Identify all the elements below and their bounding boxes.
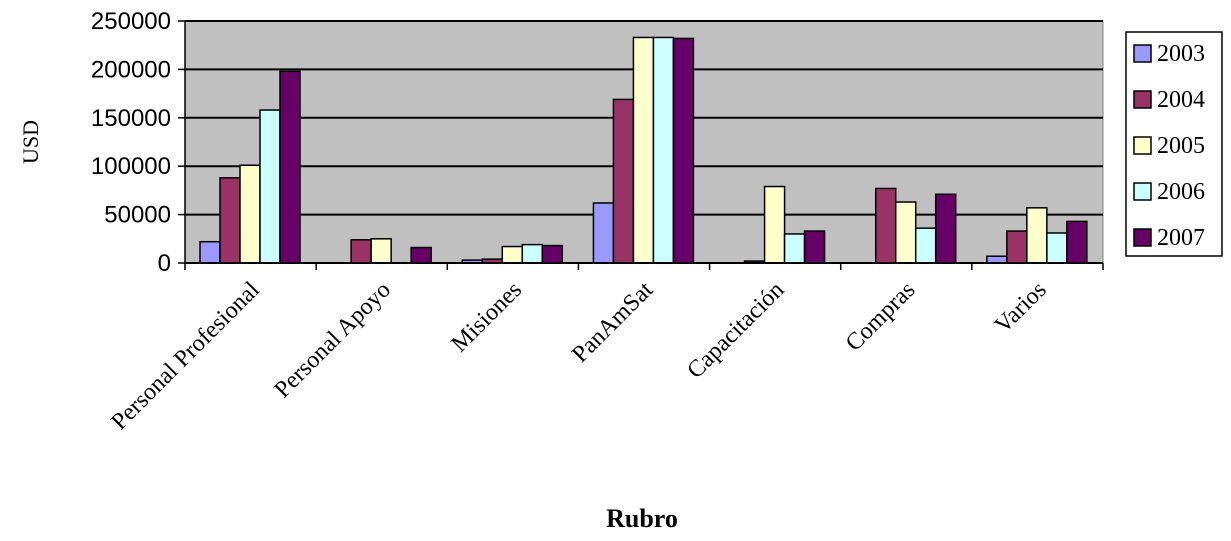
x-axis-title: Rubro [606, 504, 678, 533]
bar-2005 [894, 201, 917, 264]
category-label: Personal Apoyo [270, 277, 396, 403]
bar-2007 [279, 70, 301, 264]
bar-2005 [1026, 207, 1048, 264]
bar-2007 [541, 244, 564, 264]
bar-2006 [652, 36, 675, 264]
legend-swatch [1133, 136, 1152, 155]
bars [199, 36, 1088, 264]
bar-2006 [914, 227, 937, 264]
bar-2006 [521, 243, 544, 264]
legend: 2003 2004 2005 2006 2007 [1125, 31, 1223, 257]
bar-2007 [1066, 220, 1088, 264]
legend-label: 2003 [1157, 41, 1205, 67]
bar-2007 [672, 37, 695, 264]
y-tick-label: 50000 [104, 202, 171, 229]
x-axis-ticks: Personal Profesional Personal Apoyo Mision… [106, 263, 1104, 436]
bar-2004 [1006, 230, 1028, 264]
bar-2003 [986, 255, 1008, 264]
bar-2006 [259, 109, 281, 264]
legend-swatch [1133, 44, 1152, 63]
y-tick-label: 100000 [91, 153, 171, 180]
bar-2003 [592, 202, 615, 264]
legend-swatch [1133, 228, 1152, 247]
category-label: Varios [990, 277, 1052, 339]
bar-2006 [783, 233, 806, 264]
bar-2007 [803, 230, 826, 264]
y-tick-label: 0 [158, 250, 171, 277]
legend-swatch [1133, 182, 1152, 201]
y-axis-ticks: 0 50000 100000 150000 200000 250000 [91, 8, 185, 277]
bar-2005 [763, 185, 786, 264]
category-label: Capacitación [682, 277, 789, 384]
legend-label: 2005 [1157, 133, 1205, 159]
bar-2005 [239, 164, 261, 264]
bar-2006 [1046, 232, 1068, 264]
category-label: Misiones [446, 277, 527, 358]
legend-label: 2007 [1157, 225, 1205, 251]
legend-label: 2006 [1157, 179, 1205, 205]
bar-2005 [632, 36, 655, 264]
bar-2005 [501, 245, 524, 264]
bar-2004 [874, 187, 897, 264]
bar-2004 [612, 98, 635, 264]
category-label: Personal Profesional [106, 277, 265, 436]
bar-2003 [199, 240, 221, 264]
legend-label: 2004 [1157, 87, 1205, 113]
category-label: Compras [841, 277, 921, 357]
category-label: PanAmSat [567, 277, 658, 368]
bar-2004 [350, 239, 372, 264]
bar-2005 [370, 238, 392, 264]
legend-swatch [1133, 90, 1152, 109]
bar-2004 [219, 177, 241, 264]
bar-2007 [934, 193, 957, 264]
bar-2007 [410, 246, 432, 264]
y-tick-label: 150000 [91, 105, 171, 132]
y-axis-title: USD [18, 120, 43, 164]
y-tick-label: 200000 [91, 56, 171, 83]
y-tick-label: 250000 [91, 8, 171, 35]
